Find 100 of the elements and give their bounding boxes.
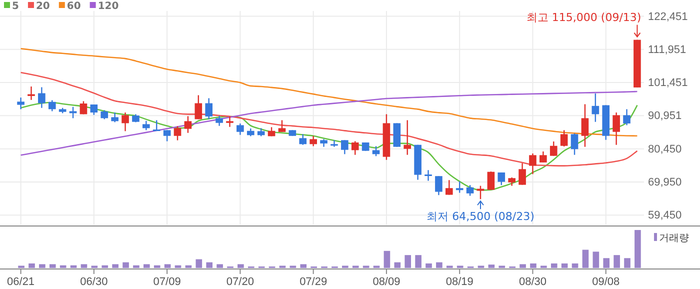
y-tick-label: 111,951 bbox=[648, 44, 686, 56]
bar bbox=[133, 265, 140, 268]
annotation: 최고 115,000 (09/13) bbox=[526, 10, 642, 24]
candlestick bbox=[498, 172, 506, 186]
candlestick bbox=[80, 100, 88, 115]
candlestick bbox=[205, 98, 213, 120]
bar bbox=[520, 264, 526, 268]
x-tick-label: 07/09 bbox=[153, 276, 181, 288]
candlestick bbox=[351, 140, 359, 156]
x-tick-label: 07/29 bbox=[300, 276, 328, 288]
candlestick bbox=[581, 104, 589, 148]
candlestick bbox=[48, 100, 56, 112]
candlestick bbox=[236, 122, 244, 136]
candlestick bbox=[560, 130, 568, 148]
bar bbox=[572, 263, 578, 268]
bar bbox=[70, 265, 77, 268]
legend-label: 120 bbox=[98, 1, 119, 12]
bar bbox=[582, 250, 589, 268]
legend-label: 거래량 bbox=[659, 233, 689, 244]
candlestick bbox=[393, 122, 401, 148]
candlestick bbox=[487, 170, 495, 190]
bar bbox=[394, 262, 401, 268]
candlestick bbox=[152, 120, 160, 132]
x-tick-label: 06/21 bbox=[7, 276, 35, 288]
candlestick bbox=[529, 152, 536, 175]
bar bbox=[426, 263, 432, 268]
bar bbox=[624, 258, 630, 268]
y-tick-label: 122,451 bbox=[648, 10, 688, 23]
candlestick bbox=[612, 112, 620, 146]
bar bbox=[60, 265, 66, 268]
legend-label: 20 bbox=[36, 1, 50, 12]
candlestick bbox=[445, 180, 453, 196]
y-tick-label: 69,950 bbox=[648, 176, 682, 188]
x-tick-label: 08/30 bbox=[518, 276, 546, 288]
candlestick bbox=[17, 96, 24, 110]
bar bbox=[436, 262, 442, 268]
candlestick bbox=[122, 112, 129, 132]
candlestick bbox=[184, 116, 192, 134]
bar bbox=[185, 265, 192, 268]
bar bbox=[634, 230, 641, 268]
x-tick-label: 07/20 bbox=[226, 276, 254, 288]
bar bbox=[80, 264, 88, 268]
bar bbox=[216, 264, 223, 268]
candlestick bbox=[299, 134, 307, 146]
bar bbox=[112, 264, 118, 268]
candlestick bbox=[310, 135, 317, 147]
candlestick bbox=[592, 92, 600, 122]
candlestick bbox=[163, 130, 171, 142]
candlestick bbox=[518, 162, 526, 186]
candlestick bbox=[404, 120, 412, 156]
bar bbox=[300, 264, 307, 268]
candlestick bbox=[69, 106, 77, 119]
bar bbox=[404, 255, 412, 268]
x-tick-label: 08/09 bbox=[372, 276, 400, 288]
candlestick bbox=[278, 120, 286, 133]
candlestick bbox=[142, 120, 150, 131]
y-tick-label: 80,450 bbox=[648, 143, 682, 156]
candlestick bbox=[623, 108, 630, 126]
candlestick bbox=[466, 184, 474, 196]
bar bbox=[488, 264, 495, 268]
legend-label: 5 bbox=[12, 1, 19, 12]
bar bbox=[196, 259, 202, 268]
annotation: 최저 64,500 (08/23) bbox=[426, 210, 534, 224]
bar bbox=[530, 263, 536, 268]
candlestick bbox=[216, 115, 223, 126]
bar bbox=[164, 264, 171, 268]
candlestick bbox=[476, 185, 484, 200]
candlestick bbox=[28, 86, 35, 101]
y-tick-label: 59,450 bbox=[648, 210, 682, 222]
bar bbox=[561, 263, 568, 268]
bar bbox=[614, 255, 620, 268]
candlestick bbox=[435, 176, 442, 196]
bar bbox=[49, 264, 56, 268]
bar bbox=[39, 264, 46, 268]
bar bbox=[174, 265, 182, 268]
candlestick bbox=[570, 132, 578, 156]
bar bbox=[550, 263, 558, 268]
legend-label: 60 bbox=[66, 1, 81, 12]
bar bbox=[603, 258, 610, 268]
candlestick bbox=[174, 126, 182, 141]
bar bbox=[122, 262, 129, 268]
bar bbox=[28, 263, 35, 268]
bar bbox=[592, 252, 600, 268]
y-tick-label: 101,451 bbox=[648, 77, 688, 90]
candlestick bbox=[38, 86, 46, 108]
bar bbox=[238, 264, 244, 268]
candlestick bbox=[424, 170, 432, 182]
candlestick bbox=[550, 140, 558, 156]
candlestick bbox=[456, 180, 464, 194]
line-series bbox=[20, 72, 638, 166]
bar bbox=[384, 250, 390, 268]
x-tick-label: 06/30 bbox=[80, 276, 108, 288]
candlestick bbox=[194, 94, 202, 120]
candlestick bbox=[330, 140, 338, 148]
bar bbox=[102, 265, 108, 268]
candlestick bbox=[372, 146, 380, 157]
bar bbox=[154, 265, 160, 268]
x-tick-label: 08/19 bbox=[446, 276, 474, 288]
bar bbox=[415, 255, 422, 268]
bar bbox=[144, 264, 150, 268]
